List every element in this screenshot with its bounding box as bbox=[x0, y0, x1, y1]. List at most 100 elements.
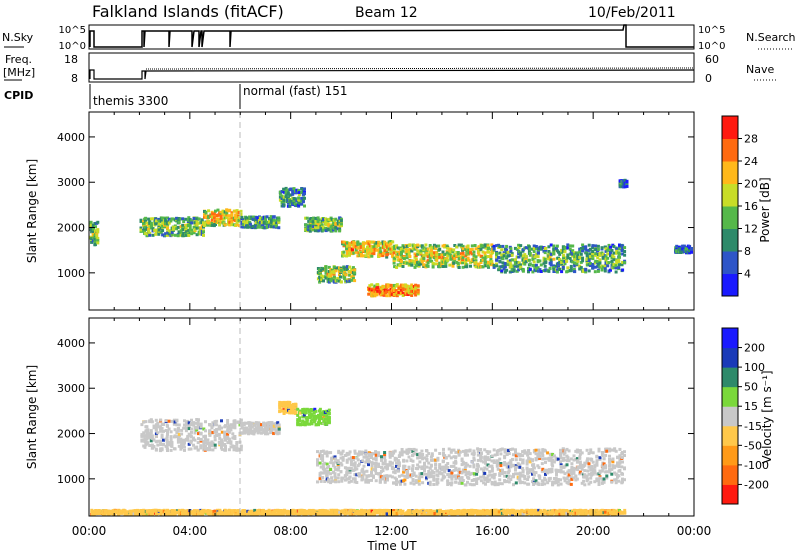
colorbar-swatch bbox=[722, 251, 738, 274]
range-cell bbox=[96, 241, 100, 245]
range-cell bbox=[532, 481, 536, 485]
range-cell bbox=[432, 483, 436, 486]
range-cell bbox=[611, 460, 615, 464]
range-cell bbox=[472, 472, 476, 476]
range-cell bbox=[266, 423, 270, 427]
range-cell bbox=[167, 441, 171, 445]
range-cell bbox=[578, 472, 582, 476]
range-cell bbox=[224, 433, 227, 437]
range-cell bbox=[356, 458, 360, 462]
range-cell bbox=[286, 201, 290, 205]
range-cell bbox=[237, 216, 241, 220]
range-cell bbox=[495, 252, 499, 256]
range-cell bbox=[499, 462, 503, 465]
range-cell bbox=[400, 259, 403, 263]
range-cell bbox=[479, 452, 483, 456]
range-cell bbox=[412, 447, 416, 451]
range-cell bbox=[500, 253, 504, 257]
range-cell bbox=[118, 510, 122, 514]
range-cell bbox=[456, 252, 460, 256]
range-cell bbox=[190, 422, 193, 425]
range-cell bbox=[325, 474, 329, 478]
range-cell bbox=[484, 244, 488, 248]
range-cell bbox=[404, 287, 408, 291]
range-cell bbox=[196, 448, 200, 452]
range-cell bbox=[333, 474, 337, 478]
range-cell bbox=[367, 474, 371, 478]
range-cell bbox=[381, 254, 385, 258]
range-cell bbox=[461, 479, 465, 482]
range-cell bbox=[565, 447, 569, 451]
range-cell bbox=[432, 251, 436, 255]
range-cell bbox=[243, 429, 247, 433]
range-cell bbox=[392, 286, 396, 290]
range-cell bbox=[458, 450, 462, 454]
range-cell bbox=[534, 458, 538, 462]
range-cell bbox=[274, 224, 278, 228]
range-cell bbox=[337, 461, 341, 464]
range-cell bbox=[559, 465, 563, 468]
range-cell bbox=[461, 258, 465, 262]
range-cell bbox=[186, 423, 190, 427]
range-cell bbox=[173, 233, 177, 237]
range-cell bbox=[500, 447, 504, 451]
range-cell bbox=[493, 461, 497, 464]
range-cell bbox=[360, 452, 364, 456]
range-cell bbox=[576, 255, 580, 259]
range-cell bbox=[534, 448, 538, 452]
range-cell bbox=[288, 411, 292, 415]
range-cell bbox=[563, 250, 567, 254]
range-cell bbox=[386, 285, 390, 289]
range-cell bbox=[544, 478, 547, 482]
range-cell bbox=[377, 451, 381, 455]
range-cell bbox=[203, 441, 207, 445]
range-cell bbox=[259, 222, 262, 226]
range-cell bbox=[570, 477, 574, 481]
range-cell bbox=[416, 463, 420, 467]
range-cell bbox=[180, 439, 184, 443]
range-cell bbox=[581, 243, 585, 247]
range-cell bbox=[190, 232, 194, 236]
range-cell bbox=[417, 250, 421, 254]
range-cell bbox=[568, 244, 572, 248]
range-cell bbox=[396, 258, 400, 262]
range-cell bbox=[348, 450, 352, 454]
range-cell bbox=[269, 431, 273, 435]
range-cell bbox=[192, 225, 196, 229]
range-cell bbox=[213, 446, 217, 450]
range-cell bbox=[388, 463, 392, 467]
range-cell bbox=[556, 468, 560, 472]
range-cell bbox=[148, 444, 152, 447]
range-cell bbox=[569, 267, 573, 271]
range-cell bbox=[377, 465, 381, 468]
range-cell bbox=[506, 476, 510, 480]
range-cell bbox=[212, 216, 216, 220]
range-cell bbox=[618, 447, 622, 451]
range-cell bbox=[386, 475, 389, 479]
range-cell bbox=[266, 432, 270, 436]
range-cell bbox=[377, 244, 381, 247]
range-cell bbox=[316, 463, 319, 467]
range-cell bbox=[147, 229, 151, 233]
range-cell bbox=[348, 471, 352, 475]
range-cell bbox=[414, 474, 418, 478]
range-cell bbox=[166, 430, 169, 434]
range-cell bbox=[164, 222, 168, 226]
range-cell bbox=[611, 457, 615, 461]
range-cell bbox=[573, 255, 577, 259]
range-cell bbox=[428, 244, 432, 247]
range-cell bbox=[549, 261, 553, 264]
range-cell bbox=[414, 293, 418, 297]
range-cell bbox=[186, 224, 190, 227]
range-cell bbox=[351, 477, 355, 481]
range-cell bbox=[571, 252, 575, 256]
range-cell bbox=[320, 269, 324, 272]
range-cell bbox=[351, 249, 354, 253]
range-cell bbox=[498, 457, 502, 461]
data-band-3 bbox=[278, 400, 298, 415]
range-cell bbox=[173, 434, 177, 438]
range-cell bbox=[381, 469, 385, 473]
range-cell bbox=[448, 252, 452, 256]
range-cell bbox=[221, 219, 225, 223]
range-cell bbox=[323, 480, 327, 483]
